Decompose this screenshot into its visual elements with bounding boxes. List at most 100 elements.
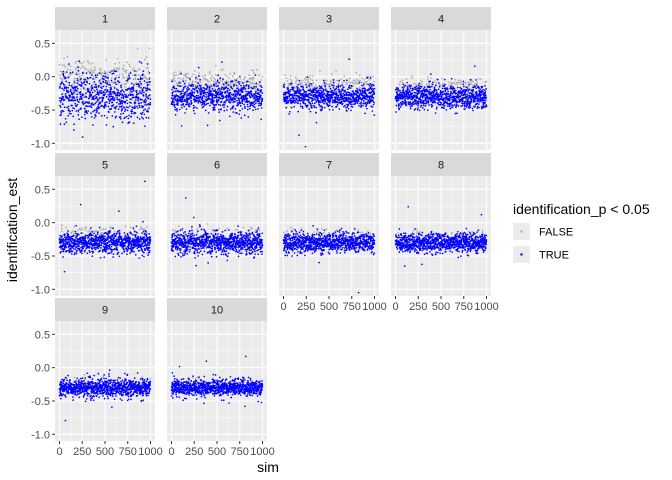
point-false bbox=[239, 78, 242, 80]
point-false bbox=[210, 79, 213, 82]
point-false bbox=[101, 76, 103, 78]
point-false bbox=[410, 77, 413, 79]
point-true bbox=[218, 119, 221, 122]
point-true bbox=[298, 79, 301, 82]
point-true bbox=[193, 91, 196, 94]
point-true bbox=[405, 103, 407, 105]
point-false bbox=[115, 75, 118, 77]
point-true bbox=[311, 91, 314, 94]
point-true bbox=[331, 89, 333, 92]
point-true bbox=[69, 90, 72, 93]
point-true bbox=[202, 100, 205, 103]
point-false bbox=[101, 232, 104, 234]
point-true bbox=[478, 101, 481, 103]
point-true bbox=[319, 105, 322, 107]
point-true bbox=[142, 109, 145, 112]
point-true bbox=[81, 116, 83, 119]
point-true bbox=[298, 95, 300, 98]
point-true bbox=[219, 77, 222, 80]
point-true bbox=[91, 74, 93, 77]
point-true bbox=[412, 87, 414, 90]
point-true bbox=[99, 97, 101, 99]
point-true bbox=[449, 87, 452, 90]
point-false bbox=[185, 73, 188, 76]
point-false bbox=[198, 80, 200, 83]
point-true bbox=[446, 105, 449, 107]
point-false bbox=[335, 70, 337, 73]
point-false bbox=[185, 75, 188, 78]
point-true bbox=[255, 86, 258, 88]
point-true bbox=[94, 95, 96, 97]
facet-strip bbox=[55, 7, 155, 30]
point-true bbox=[118, 81, 121, 84]
point-false bbox=[460, 80, 462, 82]
point-true bbox=[188, 105, 191, 108]
point-false bbox=[73, 79, 76, 81]
point-true bbox=[370, 105, 373, 108]
point-false bbox=[134, 78, 136, 81]
point-true bbox=[105, 124, 108, 126]
point-true bbox=[74, 252, 76, 254]
point-false bbox=[251, 78, 254, 81]
point-false bbox=[210, 77, 212, 80]
point-true bbox=[92, 234, 94, 237]
point-true bbox=[132, 89, 135, 92]
point-true bbox=[171, 88, 173, 91]
point-true bbox=[89, 92, 92, 95]
point-true bbox=[147, 97, 150, 100]
point-true bbox=[146, 109, 149, 111]
point-true bbox=[178, 90, 180, 92]
point-true bbox=[329, 87, 332, 90]
point-true bbox=[135, 225, 138, 228]
point-false bbox=[476, 82, 479, 85]
point-true bbox=[332, 84, 335, 87]
point-true bbox=[197, 82, 199, 85]
point-true bbox=[260, 94, 262, 97]
point-false bbox=[399, 81, 402, 83]
point-true bbox=[408, 85, 411, 88]
point-true bbox=[469, 102, 472, 105]
point-false bbox=[135, 82, 137, 84]
point-true bbox=[356, 102, 359, 105]
point-true bbox=[426, 94, 428, 96]
point-false bbox=[72, 232, 75, 235]
point-true bbox=[195, 97, 198, 100]
point-false bbox=[94, 78, 96, 80]
point-true bbox=[295, 98, 298, 100]
point-true bbox=[126, 96, 129, 98]
point-true bbox=[296, 91, 298, 94]
point-true bbox=[131, 249, 134, 252]
point-false bbox=[60, 224, 63, 226]
point-true bbox=[222, 78, 224, 80]
point-false bbox=[213, 77, 215, 79]
point-true bbox=[401, 95, 403, 98]
point-true bbox=[139, 98, 142, 101]
point-true bbox=[103, 256, 106, 259]
point-true bbox=[220, 88, 223, 91]
point-true bbox=[81, 82, 84, 85]
point-false bbox=[92, 83, 95, 85]
point-true bbox=[321, 87, 323, 90]
point-false bbox=[109, 226, 112, 228]
point-true bbox=[228, 115, 231, 118]
point-false bbox=[358, 74, 361, 77]
point-true bbox=[109, 93, 111, 96]
point-true bbox=[370, 85, 373, 88]
point-true bbox=[328, 104, 331, 107]
point-true bbox=[214, 89, 217, 92]
point-true bbox=[103, 94, 106, 97]
point-false bbox=[110, 76, 113, 79]
point-true bbox=[344, 104, 347, 107]
point-true bbox=[103, 106, 106, 109]
point-true bbox=[315, 111, 317, 114]
point-false bbox=[454, 83, 456, 85]
point-true bbox=[117, 103, 120, 105]
point-true bbox=[235, 79, 238, 82]
point-false bbox=[477, 77, 480, 80]
point-false bbox=[479, 78, 482, 81]
point-true bbox=[126, 89, 128, 92]
point-false bbox=[74, 68, 77, 71]
point-true bbox=[71, 109, 74, 112]
point-true bbox=[341, 84, 344, 86]
point-true bbox=[82, 87, 85, 89]
